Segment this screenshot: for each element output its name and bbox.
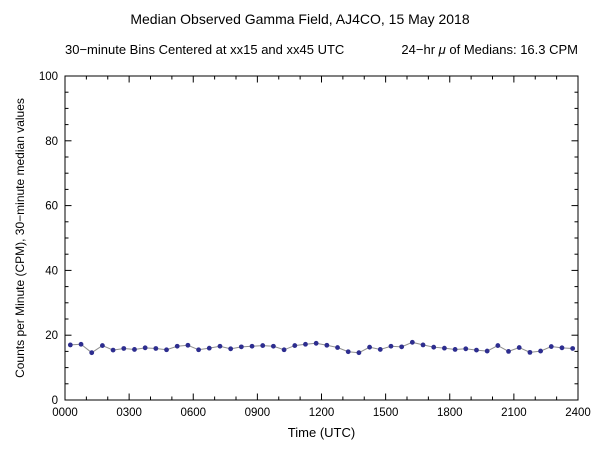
data-point [527, 349, 533, 355]
data-point [174, 343, 180, 349]
x-tick-label: 1500 [373, 407, 399, 419]
data-point [495, 343, 501, 348]
subtitle-mean-suffix: of Medians: 16.3 CPM [445, 42, 578, 57]
data-point [196, 347, 201, 353]
chart-subtitle-row: 30−minute Bins Centered at xx15 and xx45… [65, 42, 578, 57]
data-point [110, 347, 116, 353]
data-point [570, 346, 576, 351]
data-point [206, 345, 212, 351]
x-tick-label: 2100 [501, 407, 527, 419]
data-point [164, 347, 169, 353]
x-tick-label: 2400 [565, 407, 591, 419]
data-point [506, 349, 511, 354]
data-point [548, 344, 554, 349]
data-point [335, 345, 340, 350]
data-point [313, 340, 319, 346]
data-point [238, 344, 244, 350]
x-tick-label: 0600 [180, 407, 206, 419]
data-point [420, 342, 426, 348]
subtitle-bins: 30−minute Bins Centered at xx15 and xx45… [65, 42, 345, 57]
data-point [463, 346, 469, 352]
x-axis-label: Time (UTC) [287, 425, 356, 440]
data-point [324, 342, 330, 348]
data-point [377, 347, 383, 352]
data-point [303, 341, 308, 347]
data-point [89, 350, 95, 356]
data-point [474, 347, 479, 353]
x-tick-label: 1200 [309, 407, 335, 419]
data-point [132, 347, 137, 352]
x-tick-label: 0900 [245, 407, 271, 419]
data-point [153, 346, 159, 351]
y-axis-label: Counts per Minute (CPM), 30−minute media… [13, 98, 27, 378]
data-point [356, 350, 362, 356]
y-tick-label: 20 [45, 330, 58, 342]
data-point [185, 342, 191, 348]
data-point [228, 346, 234, 352]
data-point [249, 343, 255, 349]
data-point [538, 348, 543, 354]
data-point [399, 344, 405, 350]
data-point [292, 343, 298, 348]
data-point [442, 345, 447, 351]
data-point [516, 345, 522, 350]
data-point [431, 344, 437, 350]
data-point [271, 343, 276, 349]
mu-symbol: μ [438, 42, 446, 57]
y-tick-label: 80 [45, 136, 58, 148]
data-point [217, 343, 223, 349]
data-point [345, 349, 351, 355]
x-tick-label: 0000 [52, 407, 78, 419]
data-point [452, 347, 458, 352]
data-point [559, 345, 565, 351]
x-tick-label: 1800 [437, 407, 463, 419]
data-point [142, 345, 148, 351]
data-point [281, 347, 287, 353]
x-tick-label: 0300 [116, 407, 142, 419]
data-point [100, 343, 105, 348]
data-point [409, 339, 415, 345]
data-point [78, 341, 84, 347]
y-tick-label: 40 [45, 265, 58, 277]
data-point [121, 346, 127, 351]
subtitle-mean-prefix: 24−hr [401, 42, 439, 57]
data-point [367, 344, 372, 350]
y-tick-label: 0 [52, 395, 58, 407]
data-point [67, 342, 73, 348]
y-tick-label: 60 [45, 201, 58, 213]
data-point [388, 343, 394, 349]
plot-frame [64, 75, 579, 401]
chart-title: Median Observed Gamma Field, AJ4CO, 15 M… [130, 11, 470, 27]
subtitle-mean: 24−hr μ of Medians: 16.3 CPM [401, 42, 578, 57]
y-tick-label: 100 [39, 71, 58, 83]
data-point [484, 348, 490, 354]
data-point [260, 343, 266, 348]
